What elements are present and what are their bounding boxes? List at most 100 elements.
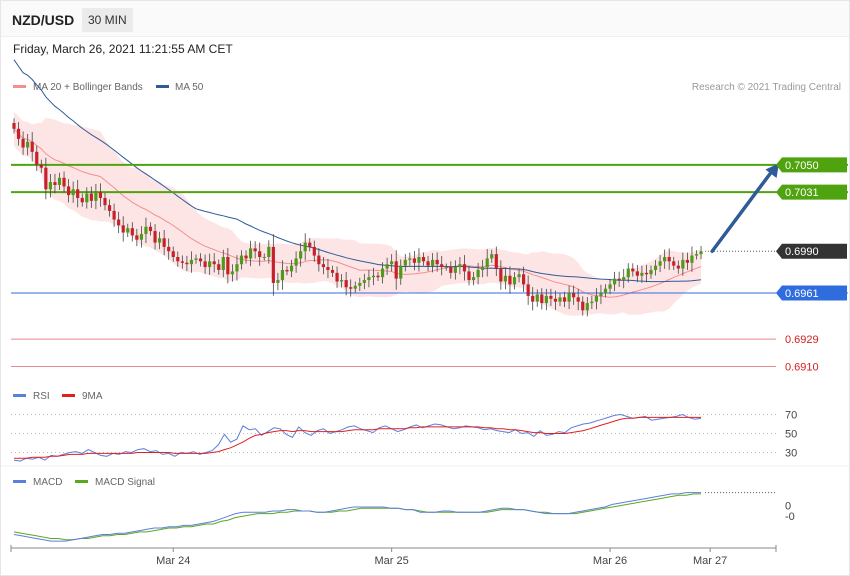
level-label-0-7050: 0.7050 bbox=[785, 160, 819, 172]
candle-body bbox=[672, 261, 676, 266]
ma20-legend-swatch bbox=[13, 85, 26, 88]
candle-body bbox=[421, 257, 426, 262]
candle-body bbox=[567, 293, 571, 302]
candle-body bbox=[30, 141, 34, 152]
candle bbox=[490, 249, 494, 263]
ma20-legend-label: MA 20 + Bollinger Bands bbox=[33, 82, 143, 93]
candle bbox=[89, 186, 93, 208]
candle bbox=[67, 179, 71, 203]
candle-body bbox=[139, 233, 143, 240]
candle bbox=[308, 238, 312, 252]
candle-body bbox=[431, 259, 435, 266]
candle-body bbox=[321, 264, 325, 268]
rsi-panel: 70 50 30 bbox=[11, 410, 797, 462]
candle-body bbox=[499, 268, 503, 282]
candle-body bbox=[694, 254, 699, 256]
candle bbox=[262, 253, 266, 261]
candle-body bbox=[317, 255, 321, 265]
candle-body bbox=[699, 251, 703, 255]
candle-body bbox=[535, 294, 539, 302]
candle bbox=[344, 271, 348, 296]
candle bbox=[180, 255, 184, 269]
candle bbox=[303, 233, 307, 261]
candle-body bbox=[80, 197, 84, 203]
candle-body bbox=[162, 238, 166, 247]
candle bbox=[289, 259, 294, 278]
candle-body bbox=[526, 284, 530, 296]
candle bbox=[485, 249, 489, 277]
candle bbox=[253, 241, 257, 259]
currency-pair-title: NZD/USD bbox=[12, 12, 75, 28]
candle-body bbox=[189, 259, 194, 265]
candle-body bbox=[103, 197, 107, 206]
candle-body bbox=[512, 277, 517, 285]
rsi-ma-legend-label: 9MA bbox=[82, 391, 103, 402]
candle bbox=[330, 265, 335, 278]
candle-body bbox=[217, 264, 221, 270]
candle-body bbox=[153, 231, 157, 243]
candle-body bbox=[408, 258, 412, 260]
candle bbox=[581, 296, 585, 316]
candle-body bbox=[367, 277, 371, 281]
candle-body bbox=[444, 267, 448, 269]
candle-body bbox=[226, 257, 230, 275]
candle-body bbox=[676, 265, 680, 269]
candle-body bbox=[280, 269, 285, 281]
candle bbox=[417, 248, 421, 272]
chart-header: NZD/USD 30 MIN bbox=[1, 1, 849, 37]
macd-legend-label: MACD bbox=[33, 477, 62, 488]
candle bbox=[431, 253, 435, 273]
candle bbox=[326, 258, 330, 279]
candle bbox=[271, 234, 275, 296]
candle bbox=[217, 259, 221, 275]
candle-body bbox=[230, 271, 234, 275]
candle bbox=[526, 275, 530, 305]
candle-body bbox=[330, 269, 335, 273]
candle bbox=[531, 287, 535, 311]
candle bbox=[139, 226, 143, 248]
candle-body bbox=[426, 261, 430, 266]
candle-body bbox=[449, 267, 453, 273]
candle-body bbox=[299, 251, 303, 259]
candle-body bbox=[394, 261, 398, 279]
candle-body bbox=[144, 226, 148, 234]
candle-body bbox=[26, 141, 30, 148]
candle bbox=[189, 251, 194, 273]
rsi-tick-30: 30 bbox=[785, 448, 797, 460]
candle bbox=[312, 240, 316, 262]
candle-body bbox=[358, 282, 362, 286]
candle bbox=[385, 257, 389, 276]
candle bbox=[503, 267, 507, 290]
candle-body bbox=[608, 284, 612, 289]
timeframe-badge[interactable]: 30 MIN bbox=[82, 8, 133, 32]
candle-body bbox=[458, 264, 462, 268]
candle-body bbox=[89, 193, 93, 201]
candle bbox=[371, 267, 376, 286]
candle bbox=[353, 281, 357, 293]
candle bbox=[48, 174, 52, 198]
candle-body bbox=[176, 257, 180, 262]
candle-body bbox=[658, 261, 662, 266]
candle-body bbox=[681, 259, 685, 269]
candle bbox=[576, 288, 580, 311]
candle-body bbox=[48, 182, 52, 190]
candle-body bbox=[508, 275, 512, 285]
candle bbox=[499, 260, 503, 290]
candles-layer bbox=[12, 118, 703, 317]
candle bbox=[444, 263, 448, 271]
candle bbox=[380, 262, 385, 284]
candle-body bbox=[649, 269, 653, 275]
candle-body bbox=[417, 257, 421, 263]
candle bbox=[35, 145, 39, 172]
level-label-0-6961: 0.6961 bbox=[785, 288, 819, 300]
candle-body bbox=[531, 295, 535, 302]
candle bbox=[649, 265, 653, 279]
candle-body bbox=[690, 255, 694, 263]
candle-body bbox=[403, 259, 407, 266]
candle bbox=[508, 266, 512, 294]
candle bbox=[26, 133, 30, 156]
candle-body bbox=[490, 254, 494, 259]
candle bbox=[249, 240, 253, 267]
candle-body bbox=[208, 261, 212, 268]
